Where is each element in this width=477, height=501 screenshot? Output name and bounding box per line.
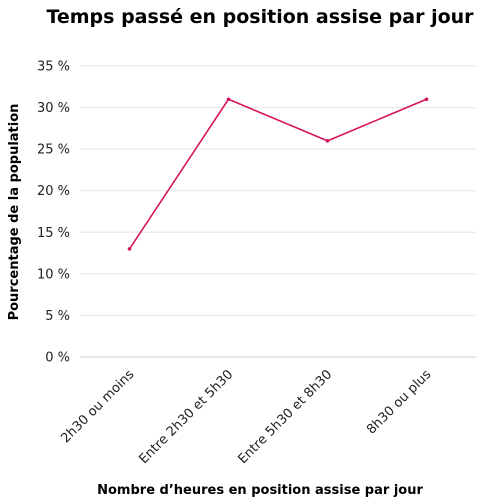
- x-tick-label: Entre 5h30 et 8h30: [235, 367, 335, 467]
- x-tick-label: 2h30 ou moins: [58, 367, 137, 446]
- y-tick-label: 35 %: [37, 60, 70, 75]
- series-line: [128, 98, 427, 250]
- y-tick-label: 20 %: [37, 184, 70, 199]
- x-axis-title: Nombre d’heures en position assise par j…: [97, 483, 423, 498]
- y-tick-label: 0 %: [45, 351, 70, 366]
- y-tick-label: 25 %: [37, 143, 70, 158]
- x-tick-label: Entre 2h30 et 5h30: [136, 367, 236, 467]
- y-axis-ticks: 0 % 5 % 10 % 15 % 20 % 25 % 30 % 35 %: [37, 60, 70, 366]
- y-tick-label: 10 %: [37, 267, 70, 282]
- y-axis-title: Pourcentage de la population: [7, 104, 22, 321]
- y-tick-label: 30 %: [37, 101, 70, 116]
- series-layer: [127, 97, 429, 251]
- data-point: [325, 139, 330, 143]
- data-point: [127, 247, 132, 251]
- data-point: [424, 97, 429, 102]
- y-tick-label: 15 %: [37, 226, 70, 241]
- x-tick-label: 8h30 ou plus: [364, 367, 434, 437]
- grid: [80, 65, 476, 358]
- x-axis-ticks: 2h30 ou moins Entre 2h30 et 5h30 Entre 5h3…: [58, 367, 434, 467]
- data-point: [226, 97, 231, 102]
- y-tick-label: 5 %: [45, 309, 70, 324]
- chart-title: Temps passé en position assise par jour: [46, 6, 474, 28]
